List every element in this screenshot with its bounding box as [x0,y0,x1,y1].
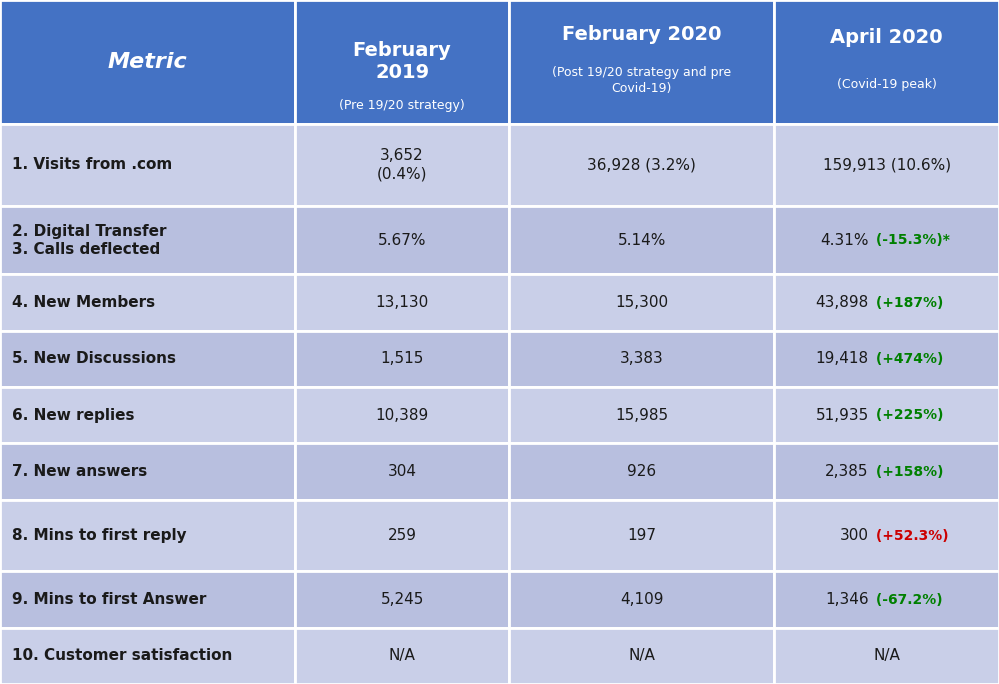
Bar [509,124,774,206]
Bar [509,443,774,500]
Text: 1,515: 1,515 [381,352,424,367]
Bar [509,274,774,331]
Bar [295,500,509,571]
Text: (+158%): (+158%) [871,464,943,479]
Bar [0,274,295,331]
Bar [295,443,509,500]
Text: (Covid-19 peak): (Covid-19 peak) [837,78,936,91]
Text: (+225%): (+225%) [871,408,943,422]
Text: 51,935: 51,935 [815,408,869,423]
Bar [774,571,999,628]
Bar [0,206,295,274]
Bar [774,124,999,206]
Text: 15,985: 15,985 [615,408,668,423]
Text: 3,652
(0.4%): 3,652 (0.4%) [377,148,428,181]
Bar [774,387,999,443]
Bar [0,571,295,628]
Bar [774,331,999,387]
Text: 5,245: 5,245 [381,592,424,607]
Bar [0,387,295,443]
Bar [774,628,999,684]
Text: 300: 300 [839,528,869,543]
Text: 926: 926 [627,464,656,479]
Bar [509,628,774,684]
Text: February 2020: February 2020 [562,25,721,44]
Bar [295,0,509,124]
Text: 9. Mins to first Answer: 9. Mins to first Answer [12,592,207,607]
Text: 4. New Members: 4. New Members [12,295,155,310]
Text: 304: 304 [388,464,417,479]
Text: 1,346: 1,346 [825,592,869,607]
Bar [295,331,509,387]
Bar [0,124,295,206]
Text: (+187%): (+187%) [871,295,943,310]
Text: 5.14%: 5.14% [617,233,666,248]
Bar [0,500,295,571]
Text: (Pre 19/20 strategy): (Pre 19/20 strategy) [340,99,465,112]
Text: 159,913 (10.6%): 159,913 (10.6%) [822,157,951,172]
Text: 7. New answers: 7. New answers [12,464,147,479]
Text: 2,385: 2,385 [825,464,869,479]
Text: 6. New replies: 6. New replies [12,408,135,423]
Text: Metric: Metric [108,52,187,72]
Text: (-15.3%)*: (-15.3%)* [871,233,949,247]
Text: 5. New Discussions: 5. New Discussions [12,352,176,367]
Text: (-67.2%): (-67.2%) [871,592,942,607]
Bar [0,443,295,500]
Text: N/A: N/A [389,648,416,663]
Bar [0,0,295,124]
Text: 4.31%: 4.31% [820,233,869,248]
Text: N/A: N/A [628,648,655,663]
Bar [774,0,999,124]
Bar [509,387,774,443]
Text: (+52.3%): (+52.3%) [871,529,948,542]
Bar [295,124,509,206]
Bar [509,500,774,571]
Text: N/A: N/A [873,648,900,663]
Bar [774,443,999,500]
Bar [0,628,295,684]
Bar [509,206,774,274]
Text: 197: 197 [627,528,656,543]
Text: 15,300: 15,300 [615,295,668,310]
Bar [295,206,509,274]
Bar [295,387,509,443]
Text: 10,389: 10,389 [376,408,429,423]
Text: (+474%): (+474%) [871,352,943,366]
Bar [0,331,295,387]
Text: 8. Mins to first reply: 8. Mins to first reply [12,528,187,543]
Text: 5.67%: 5.67% [378,233,427,248]
Bar [509,571,774,628]
Text: April 2020: April 2020 [830,27,943,47]
Text: February
2019: February 2019 [353,42,452,83]
Text: 19,418: 19,418 [815,352,869,367]
Bar [509,0,774,124]
Bar [295,274,509,331]
Text: (Post 19/20 strategy and pre
Covid-19): (Post 19/20 strategy and pre Covid-19) [552,66,731,95]
Bar [295,571,509,628]
Bar [774,206,999,274]
Text: 3,383: 3,383 [620,352,663,367]
Bar [774,274,999,331]
Bar [774,500,999,571]
Text: 10. Customer satisfaction: 10. Customer satisfaction [12,648,233,663]
Text: 13,130: 13,130 [376,295,429,310]
Text: 43,898: 43,898 [815,295,869,310]
Bar [509,331,774,387]
Text: 259: 259 [388,528,417,543]
Bar [295,628,509,684]
Text: 2. Digital Transfer
3. Calls deflected: 2. Digital Transfer 3. Calls deflected [12,224,167,256]
Text: 1. Visits from .com: 1. Visits from .com [12,157,172,172]
Text: 4,109: 4,109 [620,592,663,607]
Text: 36,928 (3.2%): 36,928 (3.2%) [587,157,696,172]
